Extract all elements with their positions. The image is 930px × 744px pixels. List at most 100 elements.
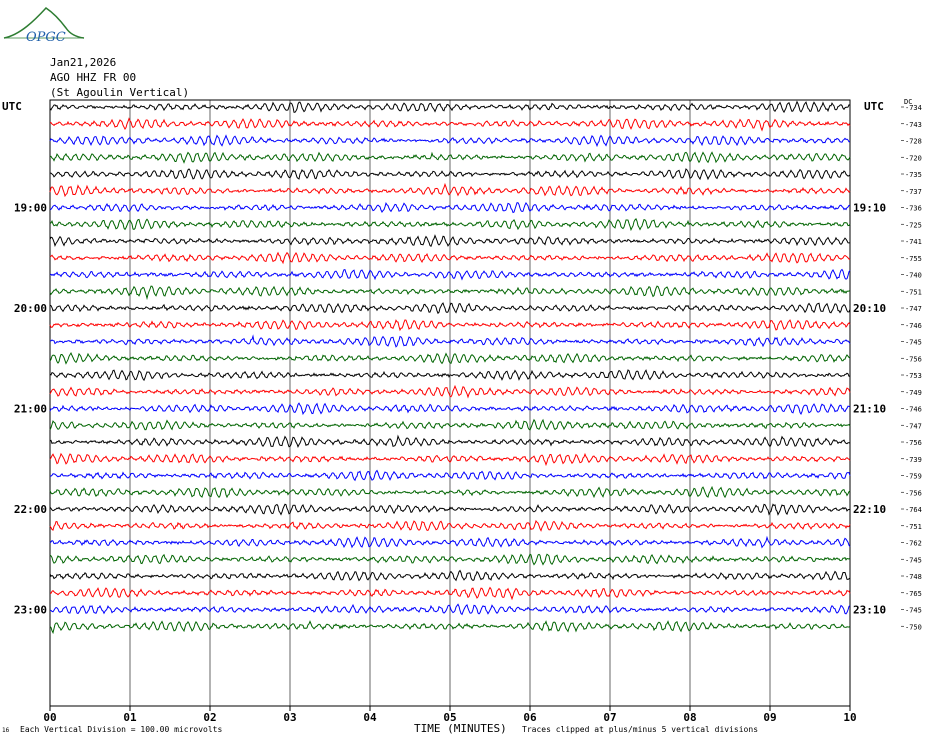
trace-line — [49, 485, 851, 499]
right-time-labels: 19:10 20:10 21:10 22:10 23:10 — [853, 202, 886, 617]
trace-line — [49, 418, 851, 431]
dc-offset-label: -756 — [905, 489, 922, 497]
dc-offset-label: -756 — [905, 355, 922, 363]
dc-offset-label: -741 — [905, 238, 922, 246]
trace-line — [49, 452, 851, 467]
x-tick-label: 00 — [43, 711, 56, 724]
trace-line — [49, 234, 851, 248]
right-time-label: 20:10 — [853, 302, 886, 315]
trace-line — [49, 384, 851, 399]
dc-offset-label: -755 — [905, 255, 922, 263]
right-time-label: 22:10 — [853, 503, 886, 516]
opgc-logo: OPGC — [3, 7, 85, 45]
trace-line — [49, 201, 851, 214]
x-tick-label: 08 — [683, 711, 696, 724]
left-time-label: 23:00 — [14, 604, 47, 617]
x-tick-label: 01 — [123, 711, 137, 724]
trace-line — [49, 151, 851, 164]
corner-mark: 16 — [2, 727, 10, 734]
dc-offset-label: -745 — [905, 607, 922, 615]
logo-text: OPGC — [26, 30, 66, 45]
dc-offset-label: -765 — [905, 590, 922, 598]
trace-line — [49, 182, 851, 198]
left-time-labels: 19:00 20:00 21:00 22:00 23:00 — [14, 202, 47, 617]
dc-offset-label: -728 — [905, 138, 922, 146]
x-tick-label: 06 — [523, 711, 537, 724]
right-time-label: 21:10 — [853, 403, 886, 416]
trace-line — [49, 519, 851, 532]
right-utc-label: UTC — [864, 100, 884, 113]
left-utc-label: UTC — [2, 100, 22, 113]
x-tick-label: 05 — [443, 711, 456, 724]
x-tick-label: 09 — [763, 711, 776, 724]
seismic-traces — [49, 100, 851, 635]
trace-line — [49, 251, 851, 265]
dc-offset-label: -762 — [905, 540, 922, 548]
dc-offset-label: -751 — [905, 523, 922, 531]
trace-line — [49, 218, 851, 232]
left-time-label: 19:00 — [14, 202, 47, 215]
header-site: (St Agoulin Vertical) — [50, 86, 190, 99]
trace-line — [49, 134, 851, 148]
dc-offset-label: -747 — [905, 305, 922, 313]
dc-offset-label: -720 — [905, 154, 922, 162]
x-tick-label: 02 — [203, 711, 216, 724]
dc-offset-label: -749 — [905, 389, 922, 397]
dc-offset-label: -746 — [905, 322, 922, 330]
trace-line — [49, 319, 851, 332]
trace-line — [49, 334, 851, 348]
dc-offset-label: -748 — [905, 573, 922, 581]
trace-line — [49, 168, 851, 181]
x-tick-label: 10 — [843, 711, 856, 724]
dc-offset-label: -745 — [905, 339, 922, 347]
dc-offset-label: -764 — [905, 506, 922, 514]
dc-offset-label: -747 — [905, 422, 922, 430]
x-tick-label: 03 — [283, 711, 296, 724]
dc-label: DC — [904, 98, 913, 106]
x-tick-label: 07 — [603, 711, 616, 724]
footer-clip-note: Traces clipped at plus/minus 5 vertical … — [522, 725, 759, 734]
trace-line — [49, 603, 851, 616]
dc-offset-label: -743 — [905, 121, 922, 129]
x-axis-title: TIME (MINUTES) — [414, 722, 507, 735]
trace-line — [49, 586, 851, 601]
dc-offset-label: -759 — [905, 473, 922, 481]
dc-offset-label: -746 — [905, 406, 922, 414]
x-tick-labels: 00 01 02 03 04 05 06 07 08 09 10 — [43, 706, 857, 724]
footer-division: Each Vertical Division = 100.00 microvol… — [20, 725, 223, 734]
left-time-label: 20:00 — [14, 302, 47, 315]
dc-offset-label: -745 — [905, 556, 922, 564]
right-time-label: 19:10 — [853, 202, 886, 215]
x-tick-label: 04 — [363, 711, 377, 724]
trace-line — [49, 352, 851, 365]
dc-offset-label: -736 — [905, 205, 922, 213]
trace-line — [49, 302, 851, 315]
trace-line — [49, 553, 851, 566]
trace-line — [49, 268, 851, 281]
dc-offset-label: -751 — [905, 288, 922, 296]
trace-line — [49, 100, 851, 114]
dc-offset-label: -739 — [905, 456, 922, 464]
trace-line — [49, 569, 851, 582]
left-time-label: 21:00 — [14, 403, 47, 416]
dc-offset-label: -725 — [905, 221, 922, 229]
trace-line — [49, 535, 851, 549]
trace-line — [49, 469, 851, 482]
dc-offset-label: -740 — [905, 272, 922, 280]
trace-line — [49, 503, 851, 516]
trace-line — [49, 434, 851, 448]
dc-offset-label: -750 — [905, 623, 922, 631]
dc-offset-label: -753 — [905, 372, 922, 380]
trace-line — [49, 620, 851, 635]
dc-offset-labels: -734 -743 -728 -720 -735 -737 -736 -725 -741 -755… — [901, 104, 922, 631]
header-station: AGO HHZ FR 00 — [50, 71, 137, 84]
left-time-label: 22:00 — [14, 503, 47, 516]
dc-offset-label: -756 — [905, 439, 922, 447]
trace-line — [49, 285, 851, 301]
dc-offset-label: -737 — [905, 188, 922, 196]
dc-offset-label: -734 — [905, 104, 922, 112]
right-time-label: 23:10 — [853, 604, 886, 617]
header-date: Jan21,2026 — [50, 56, 117, 69]
trace-line — [50, 117, 851, 132]
